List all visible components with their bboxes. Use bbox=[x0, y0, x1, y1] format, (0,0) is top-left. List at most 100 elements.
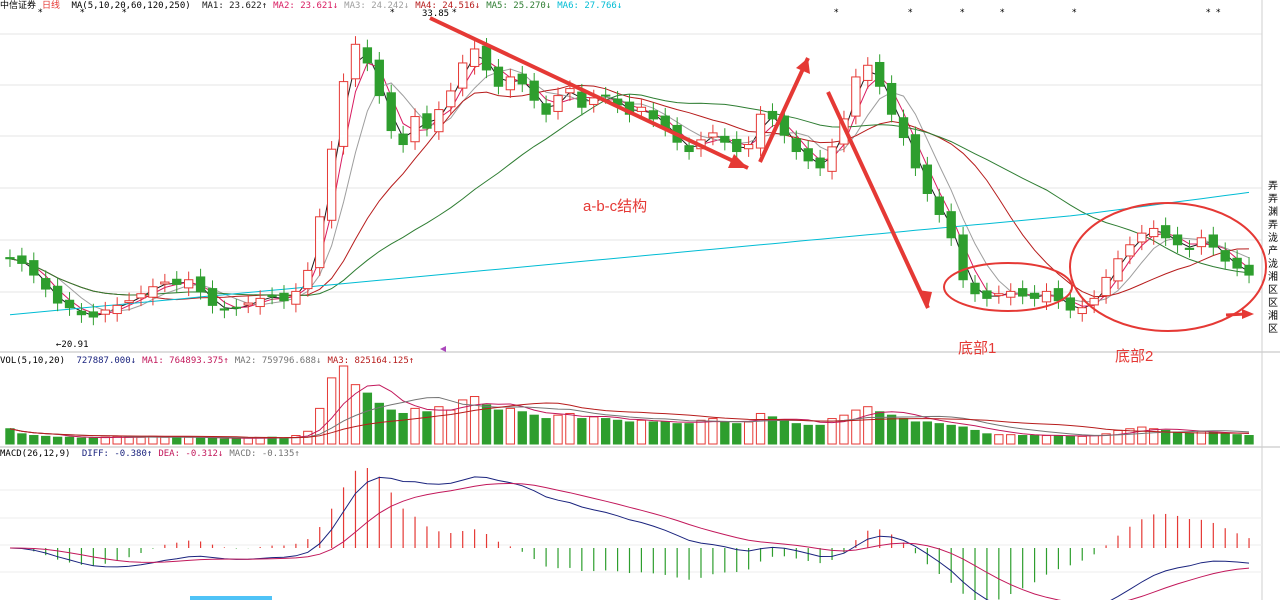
candle-body bbox=[1149, 227, 1159, 238]
vol-value-1: 727887.000↓ bbox=[76, 356, 137, 366]
annotation-overlay: 33.85 ←20.91 bbox=[56, 9, 1267, 352]
candle-body bbox=[1006, 290, 1016, 298]
candle-body bbox=[684, 145, 694, 153]
volume-bar bbox=[422, 411, 432, 445]
volume-bar bbox=[958, 426, 968, 445]
period-label[interactable]: 日线 bbox=[42, 1, 61, 11]
volume-bar bbox=[934, 423, 944, 445]
candle-body bbox=[52, 285, 63, 304]
macd-header: MACD(26,12,9) DIFF: -0.380↑ DEA: -0.312↓ M… bbox=[0, 448, 312, 460]
abc-arrow-c-head bbox=[918, 290, 932, 308]
volume-bar bbox=[481, 404, 492, 445]
volume-bar bbox=[338, 365, 349, 445]
candle-body bbox=[755, 113, 766, 149]
volume-bar bbox=[851, 409, 861, 445]
volume-header: VOL(5,10,20) 727887.000↓ MA1: 764893.375↑… bbox=[0, 355, 426, 367]
candle-body bbox=[589, 97, 599, 105]
event-star-icon: * bbox=[960, 8, 965, 18]
right-strip-char: 区 bbox=[1268, 285, 1278, 296]
candle-body bbox=[898, 117, 909, 139]
volume-bar bbox=[1029, 435, 1040, 445]
main-header: 中信证券 日线 MA(5,10,20,60,120,250) MA1: 23.62… bbox=[0, 0, 634, 12]
bottom2-circle bbox=[1069, 202, 1267, 332]
volume-bar bbox=[779, 419, 790, 445]
candle-body bbox=[827, 146, 837, 172]
volume-bar bbox=[720, 421, 730, 445]
candle-body bbox=[422, 113, 432, 129]
candle-body bbox=[803, 148, 813, 162]
candle-body bbox=[1053, 288, 1064, 302]
event-star-icon: * bbox=[834, 8, 839, 18]
bottom1-circle bbox=[943, 262, 1073, 312]
ma1-line bbox=[9, 52, 1250, 317]
volume-bar bbox=[803, 424, 813, 445]
scroll-marker-icon bbox=[440, 346, 446, 352]
candle-body bbox=[958, 234, 968, 281]
candle-body bbox=[100, 309, 110, 315]
candle-body bbox=[243, 302, 253, 306]
volume-bar bbox=[195, 437, 206, 445]
volume-bar bbox=[1125, 428, 1135, 445]
right-info-strip: 弄弄渊弄泷产泷湘区区湘区 bbox=[1268, 180, 1280, 336]
event-star-icon: * bbox=[1000, 8, 1005, 18]
macd-value-1: DIFF: -0.380↑ bbox=[81, 449, 153, 459]
candle-body bbox=[517, 73, 527, 85]
candle-body bbox=[326, 148, 337, 221]
volume-bar bbox=[612, 419, 623, 445]
vol-ma3-line bbox=[9, 402, 1249, 439]
volume-bar bbox=[922, 421, 933, 445]
candle-body bbox=[5, 257, 15, 260]
volume-bar bbox=[815, 424, 825, 445]
candle-body bbox=[29, 260, 39, 276]
right-strip-char: 泷 bbox=[1268, 233, 1278, 244]
volume-bar bbox=[386, 409, 396, 445]
macd-params: MACD(26,12,9) bbox=[0, 449, 71, 459]
volume-bar bbox=[696, 419, 706, 445]
volume-bar bbox=[767, 416, 778, 445]
volume-bar bbox=[601, 418, 611, 445]
candle-body bbox=[160, 281, 170, 285]
volume-bar bbox=[458, 399, 468, 445]
volume-bar bbox=[1041, 435, 1052, 445]
volume-bar bbox=[648, 421, 658, 445]
volume-bar bbox=[1018, 435, 1028, 445]
candle-body bbox=[1220, 250, 1230, 262]
volume-bar bbox=[52, 436, 63, 445]
candle-body bbox=[636, 106, 647, 112]
stock-name: 中信证券 bbox=[0, 1, 37, 11]
right-strip-char: 区 bbox=[1268, 324, 1278, 335]
volume-bar bbox=[315, 407, 325, 445]
candle-body bbox=[76, 310, 87, 316]
volume-bar bbox=[279, 437, 289, 445]
volume-bar bbox=[469, 396, 480, 445]
volume-bar bbox=[1101, 433, 1111, 445]
volume-bar bbox=[541, 418, 551, 445]
right-strip-char: 湘 bbox=[1268, 311, 1278, 322]
bottom2-arrow-head bbox=[1242, 309, 1254, 319]
volume-bar bbox=[243, 437, 253, 445]
volume-bar bbox=[255, 437, 265, 445]
right-strip-char: 弄 bbox=[1268, 181, 1278, 192]
volume-bar bbox=[886, 414, 897, 445]
candle-body bbox=[386, 92, 396, 132]
candle-body bbox=[577, 91, 587, 108]
volume-bar bbox=[589, 416, 599, 445]
ma-value-6: MA6: 27.766↓ bbox=[557, 1, 623, 11]
candle-body bbox=[863, 64, 873, 81]
event-star-icon: * bbox=[908, 8, 913, 18]
candle-body bbox=[1125, 244, 1135, 257]
event-star-icon: * bbox=[122, 8, 127, 18]
candles bbox=[5, 36, 1254, 326]
volume-bar bbox=[1077, 435, 1087, 445]
ma-value-2: MA2: 23.621↓ bbox=[273, 1, 339, 11]
candle-body bbox=[1172, 234, 1183, 246]
candle-body bbox=[458, 62, 468, 89]
abc-arrow-c bbox=[826, 91, 930, 309]
candle-body bbox=[922, 164, 933, 194]
candle-body bbox=[17, 255, 27, 264]
volume-bar bbox=[565, 412, 575, 445]
volume-bar bbox=[493, 409, 504, 445]
abc-arrow-b bbox=[758, 57, 810, 163]
volume-bar bbox=[100, 436, 110, 445]
